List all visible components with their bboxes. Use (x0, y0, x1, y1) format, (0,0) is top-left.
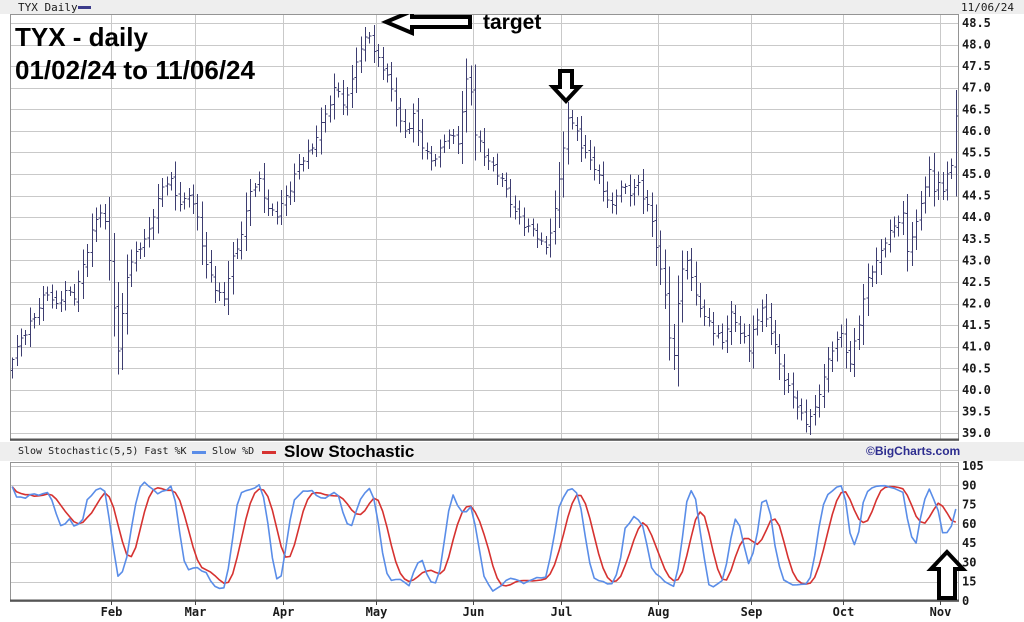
slow-d-line (11, 485, 957, 587)
axis-labels: 48.5 48.0 47.5 47.0 46.5 46.0 45.5 45.0 44.5 44.0… (962, 16, 991, 608)
svg-text:Nov: Nov (930, 605, 952, 619)
fast-k-swatch (192, 451, 206, 454)
arrow-annotations (380, 7, 968, 600)
header-strip: TYX Daily 11/06/24 (0, 0, 1024, 14)
stochastic-legend-strip: Slow Stochastic(5,5) Fast %K Slow %D (0, 442, 1024, 461)
svg-text:Feb: Feb (101, 605, 123, 619)
svg-text:May: May (366, 605, 388, 619)
svg-text:15: 15 (962, 575, 976, 589)
bigcharts-copyright: ©BigCharts.com (866, 444, 961, 458)
svg-text:43.5: 43.5 (962, 232, 991, 246)
last-date-label: 11/06/24 (961, 1, 1014, 14)
chart-title-line2: 01/02/24 to 11/06/24 (15, 55, 255, 85)
stochastic-params-label: Slow Stochastic(5,5) Fast %K (18, 446, 187, 457)
svg-text:40.0: 40.0 (962, 383, 991, 397)
chart-title-line1: TYX - daily (15, 22, 148, 52)
svg-text:39.5: 39.5 (962, 404, 991, 418)
svg-text:40.5: 40.5 (962, 361, 991, 375)
fast-k-line (11, 481, 957, 592)
svg-text:46.5: 46.5 (962, 102, 991, 116)
month-axis: Feb Mar Apr May Jun Jul Aug Sep Oct Nov (101, 601, 952, 619)
svg-text:48.5: 48.5 (962, 16, 991, 30)
svg-text:30: 30 (962, 555, 976, 569)
svg-text:0: 0 (962, 594, 969, 608)
svg-text:47.5: 47.5 (962, 59, 991, 73)
svg-text:Oct: Oct (833, 605, 855, 619)
svg-text:41.5: 41.5 (962, 318, 991, 332)
chart-title: TYX - daily 01/02/24 to 11/06/24 (15, 21, 255, 87)
slow-d-swatch (262, 451, 276, 454)
svg-text:60: 60 (962, 517, 976, 531)
svg-text:Aug: Aug (648, 605, 670, 619)
svg-text:45: 45 (962, 536, 976, 550)
stochastic-annotation: Slow Stochastic (284, 442, 415, 461)
svg-text:45.5: 45.5 (962, 146, 991, 160)
svg-text:42.0: 42.0 (962, 297, 991, 311)
nov-up-arrow (926, 549, 968, 600)
svg-text:44.0: 44.0 (962, 210, 991, 224)
svg-text:Mar: Mar (185, 605, 207, 619)
svg-text:45.0: 45.0 (962, 167, 991, 181)
svg-text:Sep: Sep (741, 605, 763, 619)
svg-text:39.0: 39.0 (962, 426, 991, 440)
svg-text:Apr: Apr (273, 605, 295, 619)
svg-text:Jun: Jun (463, 605, 485, 619)
slow-d-label: Slow %D (212, 446, 255, 457)
svg-text:Jul: Jul (551, 605, 573, 619)
symbol-label: TYX Daily (18, 1, 78, 14)
july-down-arrow (548, 69, 584, 104)
price-ohlc-bars (10, 25, 959, 436)
target-annotation: target (483, 11, 542, 34)
svg-text:90: 90 (962, 478, 976, 492)
svg-text:41.0: 41.0 (962, 340, 991, 354)
svg-text:42.5: 42.5 (962, 275, 991, 289)
svg-text:105: 105 (962, 459, 984, 473)
panel-borders (10, 14, 959, 602)
price-grid (10, 14, 958, 601)
price-series-swatch (78, 6, 91, 9)
svg-text:46.0: 46.0 (962, 124, 991, 138)
svg-text:75: 75 (962, 498, 976, 512)
svg-text:48.0: 48.0 (962, 38, 991, 52)
svg-text:47.0: 47.0 (962, 81, 991, 95)
svg-text:44.5: 44.5 (962, 189, 991, 203)
svg-text:43.0: 43.0 (962, 253, 991, 267)
